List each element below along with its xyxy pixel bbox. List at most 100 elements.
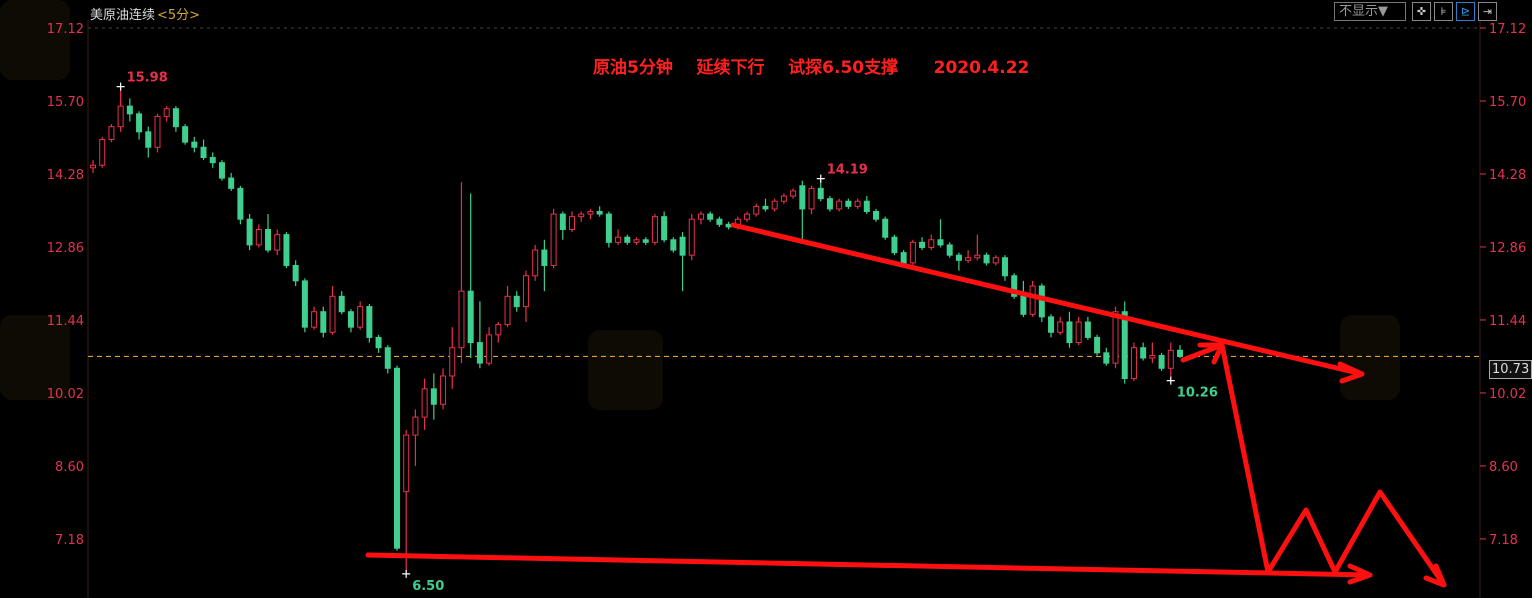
candle xyxy=(780,193,787,204)
candle-body xyxy=(642,239,649,243)
candle-body xyxy=(449,347,456,377)
range-icon[interactable]: ⊧ xyxy=(1434,2,1453,21)
candle-body xyxy=(1038,285,1045,318)
exit-icon[interactable]: ⇥ xyxy=(1478,2,1497,21)
candle xyxy=(1112,306,1119,369)
candle xyxy=(467,193,474,358)
candle-body xyxy=(329,295,336,333)
candle xyxy=(633,237,640,245)
candle xyxy=(707,211,714,222)
y-tick-label-left: 10.02 xyxy=(47,387,84,402)
candle-body xyxy=(311,311,318,328)
extreme-price-label: 6.50 xyxy=(412,579,444,594)
y-tick-label-right: 17.12 xyxy=(1489,22,1526,37)
candle-body xyxy=(799,185,806,210)
candle-body xyxy=(863,200,870,212)
candle xyxy=(1130,342,1137,382)
candle xyxy=(126,98,133,122)
candle-body xyxy=(108,126,115,141)
candle-body xyxy=(569,216,576,230)
candle xyxy=(513,291,520,312)
candle-body xyxy=(172,108,179,128)
candle-body xyxy=(403,434,410,493)
candle xyxy=(265,214,272,253)
candle xyxy=(937,219,944,248)
candle xyxy=(569,211,576,233)
candle xyxy=(762,198,769,212)
cursor-move-icon[interactable]: ⊵ xyxy=(1456,2,1475,21)
hand-drawn-annotations xyxy=(365,222,1447,588)
candle xyxy=(983,252,990,266)
candle xyxy=(200,139,207,161)
candle-body xyxy=(1167,349,1174,369)
toolbar: 不显示▼ ✜ ⊧ ⊵ ⇥ xyxy=(1334,2,1497,21)
candle xyxy=(449,327,456,389)
candle-body xyxy=(679,236,686,256)
candle xyxy=(504,286,511,328)
candle-body xyxy=(983,254,990,264)
candle-body xyxy=(1158,354,1165,369)
candle-body xyxy=(661,216,668,241)
candle xyxy=(559,211,566,240)
candle xyxy=(946,242,953,258)
candle-body xyxy=(1075,321,1082,344)
candle xyxy=(218,160,225,181)
candle-body xyxy=(974,254,981,259)
candle xyxy=(753,203,760,217)
candle xyxy=(283,232,290,269)
candle-body xyxy=(744,213,751,220)
candle xyxy=(163,106,170,122)
candle xyxy=(347,309,354,333)
candle-body xyxy=(393,367,400,549)
candle xyxy=(99,136,106,168)
candle xyxy=(1075,316,1082,346)
candle xyxy=(320,306,327,338)
candle xyxy=(587,208,594,220)
candle xyxy=(1020,280,1027,317)
extreme-marker xyxy=(1166,376,1175,385)
period-selector[interactable]: <5分> xyxy=(157,8,201,23)
y-tick-label-left: 12.86 xyxy=(47,241,84,256)
display-select[interactable]: 不显示▼ xyxy=(1334,2,1406,21)
candle-body xyxy=(532,249,539,277)
extreme-price-label: 14.19 xyxy=(827,163,868,178)
candle-body xyxy=(707,213,714,220)
candle-body xyxy=(412,416,419,436)
candle xyxy=(430,373,437,420)
candle xyxy=(1011,273,1018,299)
candle xyxy=(596,206,603,217)
candle-body xyxy=(771,200,778,210)
candle xyxy=(744,211,751,222)
candle xyxy=(403,429,410,574)
candle xyxy=(965,250,972,263)
candle xyxy=(836,198,843,212)
y-tick-label-left: 8.60 xyxy=(55,460,84,475)
extreme-marker xyxy=(116,82,125,91)
candle xyxy=(274,229,281,256)
candle-body xyxy=(440,375,447,405)
candle xyxy=(716,216,723,227)
candle-body xyxy=(651,216,658,243)
extreme-price-label: 10.26 xyxy=(1177,386,1218,401)
candle-body xyxy=(1029,285,1036,315)
extreme-marker xyxy=(816,174,825,183)
candle-body xyxy=(578,213,585,218)
candle-body xyxy=(163,108,170,117)
candle-body xyxy=(854,200,861,207)
candle xyxy=(624,234,631,245)
candle-body xyxy=(596,210,603,215)
candle xyxy=(154,113,161,153)
candle xyxy=(974,234,981,261)
candle-body xyxy=(182,126,189,143)
candle xyxy=(1084,316,1091,340)
candle-body xyxy=(937,239,944,246)
candle xyxy=(697,211,704,225)
y-tick-label-right: 12.86 xyxy=(1489,241,1526,256)
crosshair-icon[interactable]: ✜ xyxy=(1412,2,1431,21)
candle xyxy=(541,239,548,292)
candle-body xyxy=(559,213,566,230)
candle-body xyxy=(697,213,704,220)
y-tick-label-left: 11.44 xyxy=(47,314,84,329)
candle-body xyxy=(1084,321,1091,338)
